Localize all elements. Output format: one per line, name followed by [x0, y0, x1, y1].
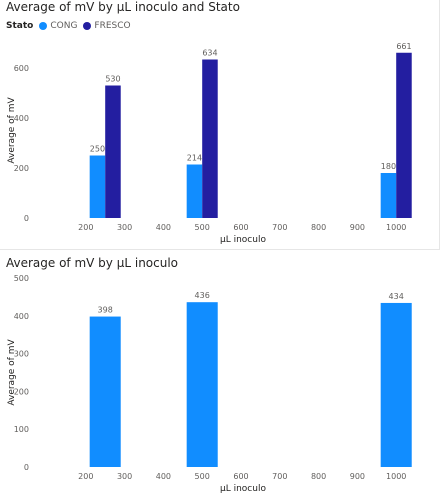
x-tick-label: 300	[117, 223, 132, 232]
data-label: 434	[389, 292, 404, 301]
legend-marker-cong	[39, 22, 48, 30]
bar[interactable]	[380, 302, 412, 467]
x-tick-label: 400	[156, 472, 171, 481]
chart-plot: 0 100 200 300 400 500 200 300 400 500 600 700 800 900…	[7, 274, 412, 494]
chart-panel-overall: Average of mV by µL inoculo 0 100 200 300 40…	[0, 252, 440, 499]
y-tick-label: 400	[14, 312, 29, 321]
x-tick-label: 400	[156, 223, 171, 232]
y-tick-label: 100	[14, 425, 29, 434]
legend-title: Stato	[6, 21, 34, 31]
legend-item-cong[interactable]: CONG	[39, 21, 77, 31]
data-label: 214	[187, 154, 202, 163]
bar[interactable]	[89, 155, 106, 219]
data-label: 250	[90, 145, 105, 154]
x-tick-label: 600	[233, 223, 248, 232]
x-tick-label: 1000	[386, 472, 406, 481]
x-tick-label: 500	[195, 223, 210, 232]
y-tick-label: 500	[14, 274, 29, 283]
data-label: 180	[381, 162, 396, 171]
chart-plot: 0 200 400 600 200 300 400 500 600 700 800 900 1000 µL…	[7, 42, 412, 245]
bar[interactable]	[202, 59, 218, 219]
bar[interactable]	[380, 173, 397, 218]
data-label: 661	[396, 42, 411, 51]
x-tick-label: 700	[272, 472, 287, 481]
legend-item-fresco[interactable]: FRESCO	[83, 21, 131, 31]
x-tick-label: 500	[195, 472, 210, 481]
y-tick-label: 400	[14, 114, 29, 123]
data-label: 530	[105, 75, 120, 84]
chart-title: Average of mV by µL inoculo and Stato	[6, 0, 240, 14]
y-tick-label: 300	[14, 350, 29, 359]
data-label: 634	[202, 49, 217, 58]
x-tick-label: 800	[311, 223, 326, 232]
bar[interactable]	[89, 316, 121, 467]
legend-label-fresco: FRESCO	[94, 21, 131, 31]
y-tick-label: 200	[14, 387, 29, 396]
y-tick-label: 0	[24, 463, 29, 472]
x-tick-label: 1000	[386, 223, 406, 232]
chart-title: Average of mV by µL inoculo	[6, 256, 179, 270]
x-axis-title: µL inoculo	[220, 235, 266, 245]
x-tick-label: 900	[350, 472, 365, 481]
bar[interactable]	[396, 52, 412, 218]
y-axis-title: Average of mV	[7, 97, 17, 164]
x-tick-label: 600	[233, 472, 248, 481]
y-tick-label: 200	[14, 164, 29, 173]
y-tick-label: 600	[14, 64, 29, 73]
bar[interactable]	[186, 164, 203, 219]
x-tick-label: 200	[78, 223, 93, 232]
x-tick-label: 700	[272, 223, 287, 232]
legend-marker-fresco	[83, 22, 92, 30]
bar[interactable]	[186, 302, 218, 467]
y-axis-title: Average of mV	[7, 339, 17, 406]
x-tick-label: 900	[350, 223, 365, 232]
chart-panel-by-stato: Average of mV by µL inoculo and Stato St…	[0, 0, 440, 250]
legend: Stato CONG FRESCO	[6, 21, 137, 31]
data-label: 398	[98, 306, 113, 315]
bar[interactable]	[105, 85, 121, 219]
data-label: 436	[195, 291, 210, 300]
x-tick-label: 800	[311, 472, 326, 481]
x-tick-label: 200	[78, 472, 93, 481]
x-axis-title: µL inoculo	[220, 484, 266, 494]
x-tick-label: 300	[117, 472, 132, 481]
legend-label-cong: CONG	[50, 21, 78, 31]
y-tick-label: 0	[24, 214, 29, 223]
